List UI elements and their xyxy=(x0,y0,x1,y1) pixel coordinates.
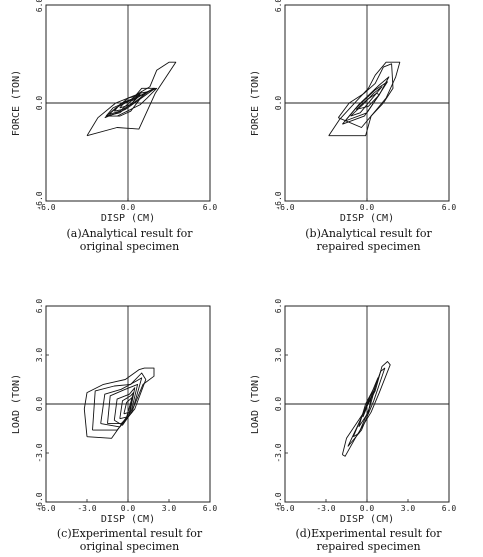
hysteresis-loop xyxy=(106,87,158,117)
y-tick-label: -6.0 xyxy=(35,492,44,511)
hysteresis-loop xyxy=(123,397,133,415)
caption-a-line-1: (a)Analytical result for xyxy=(66,227,193,240)
y-tick-label: 0.0 xyxy=(35,397,44,412)
chart-d: -6.0 -3.0 0.0 3.0 6.0 -6.0 -3.0 0.0 3.0 6.0 DISP (… xyxy=(250,299,456,525)
caption-a: (a)Analytical result for original specim… xyxy=(12,227,247,253)
caption-c-line-1: (c)Experimental result for xyxy=(56,527,203,540)
hysteresis-loop xyxy=(119,392,134,420)
x-tick-label: 6.0 xyxy=(442,504,457,513)
caption-c-line-2: original specimen xyxy=(79,540,180,553)
y-axis-label: LOAD (TON) xyxy=(250,374,261,434)
hysteresis-loop xyxy=(113,91,149,112)
x-axis-label: DISP (CM) xyxy=(101,514,155,525)
y-tick-label: -3.0 xyxy=(274,443,283,462)
y-tick-label: -3.0 xyxy=(35,443,44,462)
y-tick-label: -6.0 xyxy=(274,191,283,210)
hysteresis-loop xyxy=(342,76,390,125)
y-axis-label: FORCE (TON) xyxy=(250,70,261,136)
x-tick-label: 6.0 xyxy=(442,203,457,212)
y-tick-label: 6.0 xyxy=(35,299,44,314)
chart-a: -6.0 0.0 6.0 -6.0 0.0 6.0 DISP (CM) FORCE (TON) xyxy=(11,0,217,224)
caption-b: (b)Analytical result for repaired specim… xyxy=(251,227,483,253)
hysteresis-loop xyxy=(362,397,371,418)
x-tick-label: 3.0 xyxy=(162,504,177,513)
caption-b-line-1: (b)Analytical result for xyxy=(305,227,432,240)
x-tick-label: -3.0 xyxy=(77,504,96,513)
hysteresis-loop xyxy=(341,361,391,457)
x-axis-label: DISP (CM) xyxy=(101,213,155,224)
caption-a-line-2: original specimen xyxy=(79,240,180,253)
hysteresis-loop xyxy=(337,63,394,128)
y-tick-label: 6.0 xyxy=(35,0,44,12)
y-tick-label: 3.0 xyxy=(274,348,283,363)
y-tick-label: 0.0 xyxy=(274,397,283,412)
y-tick-label: -6.0 xyxy=(274,492,283,511)
hysteresis-loop xyxy=(350,86,383,117)
chart-b: -6.0 0.0 6.0 -6.0 0.0 6.0 DISP (CM) FORCE (TON) xyxy=(250,0,456,224)
hysteresis-loop xyxy=(104,87,156,119)
y-tick-label: 6.0 xyxy=(274,0,283,12)
hysteresis-loop xyxy=(328,61,401,137)
hysteresis-loop xyxy=(358,390,373,428)
x-tick-label: 0.0 xyxy=(121,504,136,513)
hysteresis-loop xyxy=(113,387,136,426)
y-tick-label: 0.0 xyxy=(274,96,283,111)
x-tick-label: 0.0 xyxy=(121,203,136,212)
caption-d-line-2: repaired specimen xyxy=(316,540,421,553)
x-tick-label: 6.0 xyxy=(203,504,218,513)
y-tick-label: 0.0 xyxy=(35,96,44,111)
x-tick-label: -6.0 xyxy=(275,504,294,513)
x-tick-label: -3.0 xyxy=(316,504,335,513)
hysteresis-loop xyxy=(355,92,380,110)
hysteresis-loop xyxy=(119,94,141,109)
y-axis-label: LOAD (TON) xyxy=(11,374,22,434)
y-tick-label: -6.0 xyxy=(35,191,44,210)
y-axis-label: FORCE (TON) xyxy=(11,70,22,136)
x-tick-label: 0.0 xyxy=(360,203,375,212)
chart-c: -6.0 -3.0 0.0 3.0 6.0 -6.0 -3.0 0.0 3.0 6.0 DISP (… xyxy=(11,299,217,525)
x-tick-label: 0.0 xyxy=(360,504,375,513)
x-tick-label: 3.0 xyxy=(401,504,416,513)
y-tick-label: 6.0 xyxy=(274,299,283,314)
x-axis-label: DISP (CM) xyxy=(340,514,394,525)
caption-b-line-2: repaired specimen xyxy=(316,240,421,253)
x-axis-label: DISP (CM) xyxy=(340,213,394,224)
caption-d-line-1: (d)Experimental result for xyxy=(295,527,442,540)
x-tick-label: 6.0 xyxy=(203,203,218,212)
caption-c: (c)Experimental result for original spec… xyxy=(12,527,247,553)
hysteresis-loop xyxy=(92,372,147,431)
hysteresis-loop xyxy=(107,383,139,425)
x-tick-label: -6.0 xyxy=(36,504,55,513)
y-tick-label: 3.0 xyxy=(35,348,44,363)
x-tick-label: -6.0 xyxy=(275,203,294,212)
caption-d: (d)Experimental result for repaired spec… xyxy=(251,527,483,553)
x-tick-label: -6.0 xyxy=(36,203,55,212)
hysteresis-loop xyxy=(86,61,177,137)
